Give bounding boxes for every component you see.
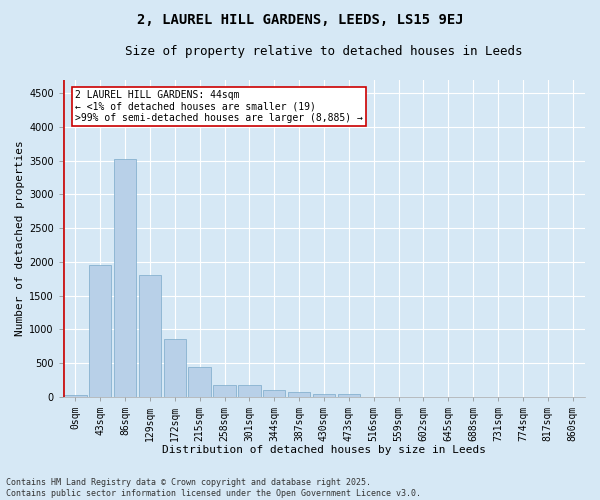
Bar: [214, 385, 236, 396]
Bar: [313, 394, 335, 396]
Text: 2 LAUREL HILL GARDENS: 44sqm
← <1% of detached houses are smaller (19)
>99% of s: 2 LAUREL HILL GARDENS: 44sqm ← <1% of de…: [76, 90, 363, 124]
Y-axis label: Number of detached properties: Number of detached properties: [15, 140, 25, 336]
Bar: [114, 160, 136, 396]
Text: 2, LAUREL HILL GARDENS, LEEDS, LS15 9EJ: 2, LAUREL HILL GARDENS, LEEDS, LS15 9EJ: [137, 12, 463, 26]
Bar: [338, 394, 360, 396]
Bar: [263, 390, 286, 396]
X-axis label: Distribution of detached houses by size in Leeds: Distribution of detached houses by size …: [162, 445, 486, 455]
Bar: [64, 394, 86, 396]
Bar: [89, 265, 112, 396]
Bar: [288, 392, 310, 396]
Bar: [188, 367, 211, 396]
Text: Contains HM Land Registry data © Crown copyright and database right 2025.
Contai: Contains HM Land Registry data © Crown c…: [6, 478, 421, 498]
Bar: [238, 385, 260, 396]
Bar: [139, 276, 161, 396]
Bar: [164, 340, 186, 396]
Title: Size of property relative to detached houses in Leeds: Size of property relative to detached ho…: [125, 45, 523, 58]
